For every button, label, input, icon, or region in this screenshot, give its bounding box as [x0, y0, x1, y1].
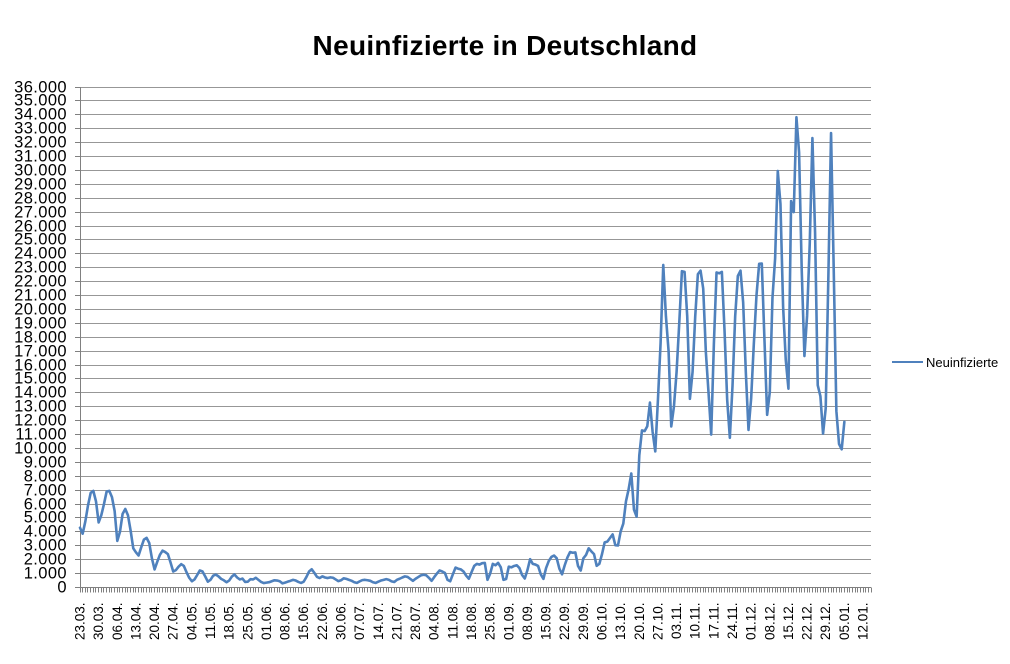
y-axis-label: 1.000	[24, 565, 67, 583]
x-axis-label: 24.11.	[725, 603, 740, 640]
x-axis-label: 12.01.	[856, 603, 871, 641]
x-axis-label: 23.03.	[73, 603, 88, 641]
y-axis-label: 9.000	[24, 454, 67, 472]
y-axis-label: 13.000	[14, 398, 67, 416]
series-line-neuinfizierte	[78, 115, 846, 585]
y-axis-label: 5.000	[24, 509, 67, 527]
legend: Neuinfizierte	[892, 354, 998, 370]
y-axis-label: 25.000	[14, 231, 67, 249]
x-axis-label: 21.07.	[389, 603, 404, 641]
x-axis-label: 30.06.	[334, 603, 349, 641]
x-axis-label: 07.07.	[352, 603, 367, 641]
y-axis-label: 17.000	[14, 343, 67, 361]
x-axis-label: 25.08.	[483, 603, 498, 641]
x-axis-label: 13.10.	[613, 603, 628, 641]
y-axis-label: 0	[57, 579, 67, 597]
y-axis-label: 15.000	[14, 370, 67, 388]
x-axis-label: 10.11.	[688, 603, 703, 640]
legend-series-label: Neuinfizierte	[926, 354, 999, 370]
x-axis-label: 11.05.	[203, 603, 218, 640]
y-axis-label: 7.000	[24, 482, 67, 500]
y-axis-label: 4.000	[24, 523, 67, 541]
x-axis-label: 14.07.	[371, 603, 386, 641]
x-axis-label: 22.06.	[315, 603, 330, 641]
legend-line-swatch	[892, 361, 923, 363]
y-axis-label: 16.000	[14, 357, 67, 375]
x-axis-label: 03.11.	[669, 603, 684, 640]
x-axis-label: 28.07.	[408, 603, 423, 641]
x-axis-label: 29.09.	[576, 603, 591, 641]
gridlines	[80, 87, 871, 574]
y-axis-label: 28.000	[14, 190, 67, 208]
x-axis-labels: 23.03. 30.03. 06.04. 13.04. 20.04. 27.04. 04.0…	[73, 603, 871, 641]
x-axis-label: 18.05.	[222, 603, 237, 641]
x-axis-label: 13.04.	[128, 603, 143, 641]
y-axis-label: 35.000	[14, 92, 67, 110]
y-axis-label: 34.000	[14, 106, 67, 124]
y-axis-label: 30.000	[14, 162, 67, 180]
x-axis-label: 04.08.	[427, 603, 442, 641]
y-axis-label: 29.000	[14, 176, 67, 194]
y-axis-label: 20.000	[14, 301, 67, 319]
y-axis-label: 10.000	[14, 440, 67, 458]
x-axis-label: 22.12.	[800, 603, 815, 641]
x-axis-label: 20.10.	[632, 603, 647, 641]
x-axis-label: 15.12.	[781, 603, 796, 641]
y-axis-label: 18.000	[14, 329, 67, 347]
y-axis-label: 14.000	[14, 384, 67, 402]
x-axis-label: 22.09.	[557, 603, 572, 641]
y-axis-label: 6.000	[24, 496, 67, 514]
x-axis-label: 01.12.	[744, 603, 759, 641]
y-axis-label: 2.000	[24, 551, 67, 569]
x-axis-label: 25.05.	[240, 603, 255, 641]
x-axis-label: 27.04.	[166, 603, 181, 641]
ticks	[75, 87, 872, 593]
y-axis-label: 11.000	[15, 426, 67, 444]
x-axis-label: 11.08.	[445, 603, 460, 640]
x-axis-label: 15.06.	[296, 603, 311, 641]
y-axis-label: 19.000	[14, 315, 67, 333]
x-axis-label: 06.04.	[110, 603, 125, 641]
y-axis-label: 3.000	[24, 537, 67, 555]
y-axis-label: 22.000	[14, 273, 67, 291]
x-axis-label: 30.03.	[91, 603, 106, 641]
x-axis-label: 18.08.	[464, 603, 479, 641]
y-axis-label: 31.000	[14, 148, 67, 166]
x-axis-label: 20.04.	[147, 603, 162, 641]
y-axis-label: 12.000	[14, 412, 67, 430]
y-axis-label: 32.000	[14, 134, 67, 152]
x-axis-label: 06.10.	[595, 603, 610, 641]
chart-title: Neuinfizierte in Deutschland	[312, 30, 698, 61]
x-axis-label: 08.06.	[278, 603, 293, 641]
y-axis-label: 33.000	[14, 120, 67, 138]
y-axis-label: 23.000	[14, 259, 67, 277]
y-axis-label: 26.000	[14, 218, 67, 236]
x-axis-label: 08.12.	[762, 603, 777, 641]
y-axis-label: 36.000	[14, 79, 67, 97]
x-axis-label: 27.10.	[650, 603, 665, 641]
axes	[75, 87, 871, 593]
x-axis-label: 08.09.	[520, 603, 535, 641]
y-axis-labels: 36.00035.00034.00033.00032.00031.00030.0…	[14, 79, 67, 597]
x-axis-label: 05.01.	[837, 603, 852, 641]
x-axis-label: 01.09.	[501, 603, 516, 641]
x-axis-label: 04.05.	[184, 603, 199, 641]
y-axis-label: 21.000	[14, 287, 67, 305]
y-axis-label: 24.000	[14, 245, 67, 263]
x-axis-label: 17.11.	[706, 603, 721, 640]
x-axis-label: 01.06.	[259, 603, 274, 641]
x-axis-label: 29.12.	[818, 603, 833, 641]
y-axis-label: 8.000	[24, 468, 67, 486]
x-axis-label: 15.09.	[539, 603, 554, 641]
y-axis-label: 27.000	[14, 204, 67, 222]
